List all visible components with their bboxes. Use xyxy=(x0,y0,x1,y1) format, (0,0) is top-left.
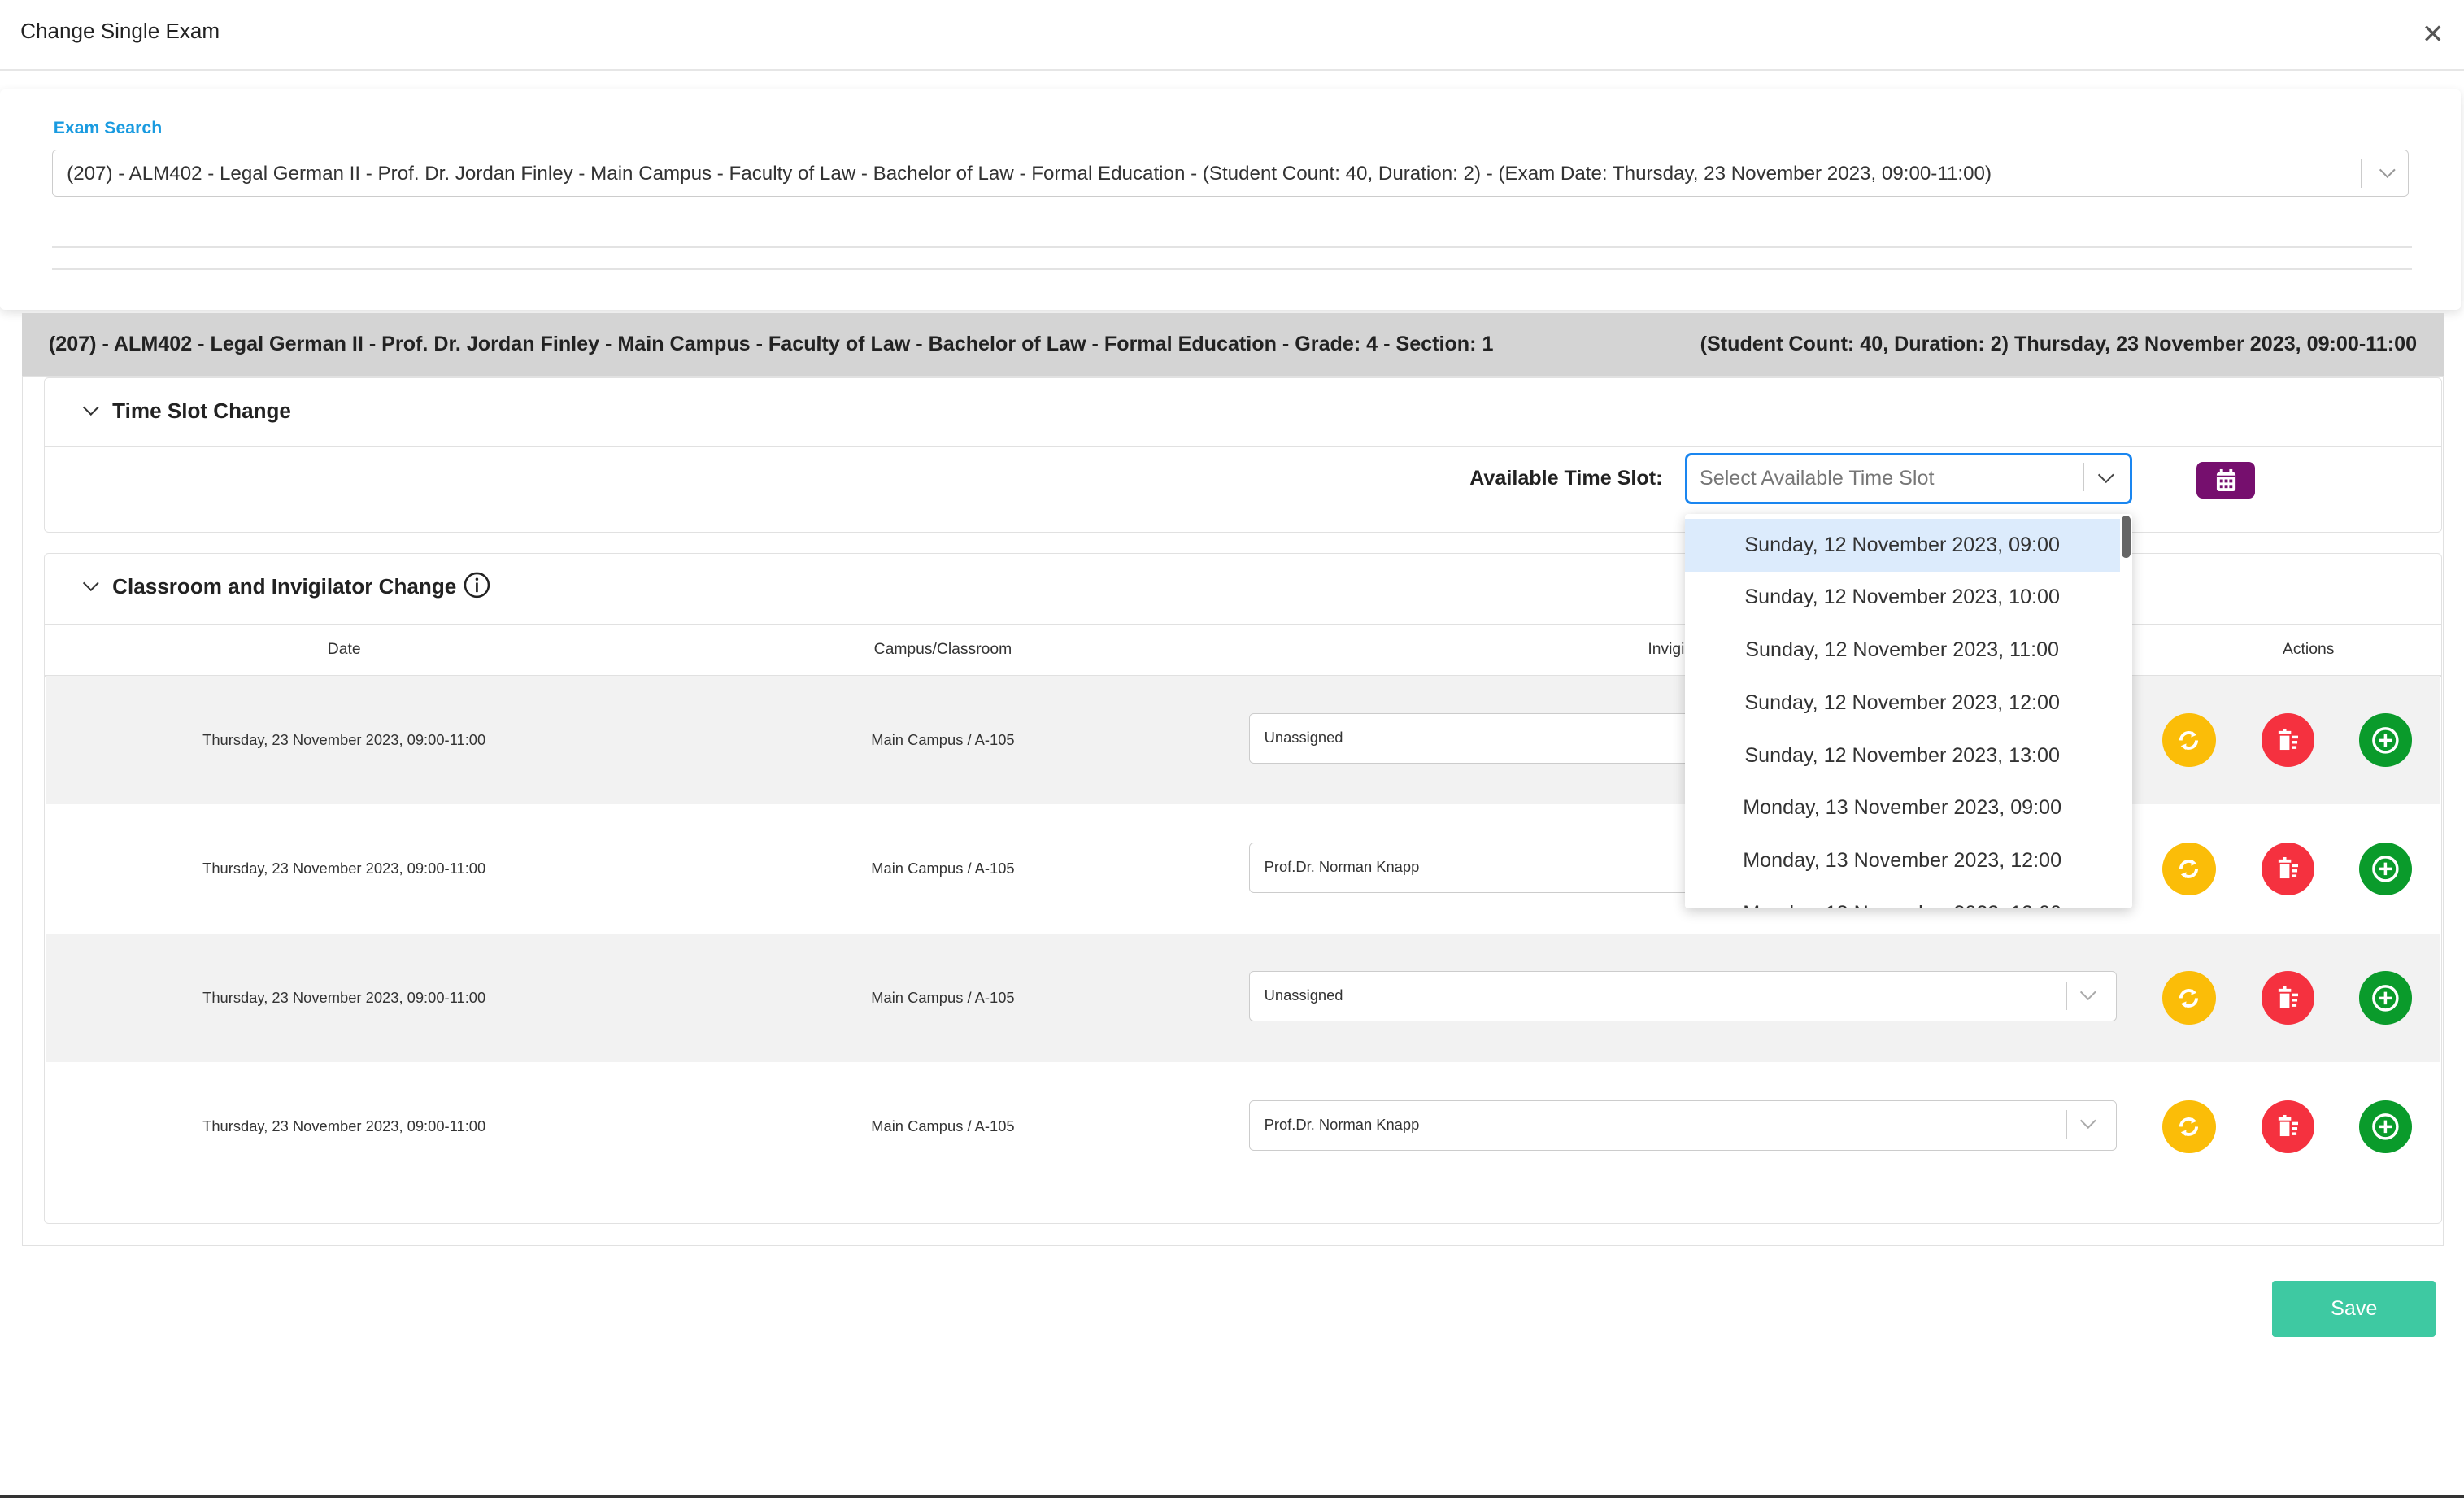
add-icon xyxy=(2372,1113,2399,1140)
swap-button[interactable] xyxy=(2161,1100,2216,1154)
swap-icon xyxy=(2179,988,2199,1008)
invigilator-select[interactable]: Prof.Dr. Norman Knapp xyxy=(1249,1100,2117,1151)
chevron-down-icon xyxy=(83,398,99,416)
add-button[interactable] xyxy=(2358,1100,2413,1154)
classroom-title: Classroom and Invigilator Change xyxy=(112,574,457,599)
classroom-header[interactable]: Classroom and Invigilator Change xyxy=(45,554,2441,625)
time-slot-placeholder: Select Available Time Slot xyxy=(1699,466,1935,490)
row-date: Thursday, 23 November 2023, 09:00-11:00 xyxy=(202,860,486,877)
column-header-actions: Actions xyxy=(2283,641,2335,659)
add-button[interactable] xyxy=(2358,713,2413,767)
delete-icon xyxy=(2278,857,2299,879)
calendar-icon xyxy=(2216,468,2235,491)
info-icon[interactable] xyxy=(464,572,490,599)
select-separator xyxy=(2083,463,2085,491)
row-campus: Main Campus / A-105 xyxy=(871,988,1015,1006)
delete-icon xyxy=(2278,1115,2299,1137)
dropdown-scrollbar[interactable] xyxy=(2121,515,2131,558)
invigilator-select[interactable]: Unassigned xyxy=(1249,971,2117,1022)
divider xyxy=(51,246,2413,249)
exam-search-select[interactable]: (207) - ALM402 - Legal German II - Prof.… xyxy=(51,149,2410,197)
delete-button[interactable] xyxy=(2261,842,2315,896)
save-button[interactable]: Save xyxy=(2272,1280,2436,1338)
time-slot-option[interactable]: Sunday, 12 November 2023, 13:00 xyxy=(1744,743,2060,767)
swap-icon xyxy=(2179,730,2199,750)
exam-header-schedule: (Student Count: 40, Duration: 2) Thursda… xyxy=(1700,332,2418,355)
chevron-down-icon xyxy=(2080,1113,2096,1129)
delete-button[interactable] xyxy=(2261,971,2315,1025)
swap-button[interactable] xyxy=(2161,971,2216,1025)
divider xyxy=(0,69,2464,71)
invigilator-value: Prof.Dr. Norman Knapp xyxy=(1264,1115,1420,1133)
exam-header-info: (207) - ALM402 - Legal German II - Prof.… xyxy=(48,332,1494,355)
close-icon[interactable]: ✕ xyxy=(2421,19,2444,50)
row-campus: Main Campus / A-105 xyxy=(871,1117,1015,1135)
row-campus: Main Campus / A-105 xyxy=(871,860,1015,877)
add-icon xyxy=(2372,856,2399,882)
swap-button[interactable] xyxy=(2161,713,2216,767)
window-border xyxy=(0,1494,2464,1498)
time-slot-select[interactable]: Select Available Time Slot xyxy=(1684,452,2133,505)
exam-search-value: (207) - ALM402 - Legal German II - Prof.… xyxy=(67,162,1992,185)
delete-button[interactable] xyxy=(2261,713,2315,767)
delete-icon xyxy=(2278,986,2299,1008)
row-date: Thursday, 23 November 2023, 09:00-11:00 xyxy=(202,1117,486,1135)
row-date: Thursday, 23 November 2023, 09:00-11:00 xyxy=(202,988,486,1006)
exam-search-card xyxy=(0,89,2462,310)
column-header-date: Date xyxy=(327,641,361,659)
exam-search-label: Exam Search xyxy=(53,117,163,137)
exam-header: (207) - ALM402 - Legal German II - Prof.… xyxy=(22,312,2444,376)
add-icon xyxy=(2372,726,2399,754)
chevron-down-icon xyxy=(2379,162,2395,178)
add-icon xyxy=(2372,984,2399,1012)
time-slot-title: Time Slot Change xyxy=(112,398,291,423)
swap-icon xyxy=(2179,860,2199,879)
invigilator-value: Unassigned xyxy=(1264,729,1343,747)
invigilator-value: Unassigned xyxy=(1264,986,1343,1004)
time-slot-option[interactable]: Monday, 13 November 2023, 13:00 xyxy=(1685,887,2120,908)
time-slot-option[interactable]: Sunday, 12 November 2023, 11:00 xyxy=(1745,638,2060,662)
time-slot-option[interactable]: Monday, 13 November 2023, 09:00 xyxy=(1743,796,2062,820)
add-button[interactable] xyxy=(2358,971,2413,1025)
available-time-slot-label: Available Time Slot: xyxy=(1469,466,1663,490)
delete-button[interactable] xyxy=(2261,1100,2315,1154)
time-slot-header[interactable]: Time Slot Change xyxy=(45,378,2441,447)
calendar-button[interactable] xyxy=(2196,462,2255,499)
row-campus: Main Campus / A-105 xyxy=(871,730,1015,748)
column-header-campus: Campus/Classroom xyxy=(873,641,1012,659)
table-row: Thursday, 23 November 2023, 09:00-11:00 M… xyxy=(46,933,2440,1063)
select-separator xyxy=(2361,159,2363,188)
time-slot-option[interactable]: Sunday, 12 November 2023, 10:00 xyxy=(1744,586,2060,609)
swap-button[interactable] xyxy=(2161,842,2216,896)
add-button[interactable] xyxy=(2358,842,2413,896)
swap-icon xyxy=(2179,1117,2199,1137)
dialog-title: Change Single Exam xyxy=(20,19,220,44)
chevron-down-icon xyxy=(2080,983,2096,1000)
select-separator xyxy=(2066,981,2068,1010)
chevron-down-icon xyxy=(83,575,99,591)
table-row: Thursday, 23 November 2023, 09:00-11:00 M… xyxy=(46,1062,2440,1191)
time-slot-dropdown: Monday, 13 November 2023, 13:00 Monday, 1… xyxy=(1684,513,2133,908)
time-slot-option[interactable]: Monday, 13 November 2023, 12:00 xyxy=(1743,849,2062,873)
select-separator xyxy=(2066,1110,2068,1139)
delete-icon xyxy=(2278,728,2299,750)
divider xyxy=(51,268,2413,271)
invigilator-value: Prof.Dr. Norman Knapp xyxy=(1264,857,1420,875)
chevron-down-icon xyxy=(2097,467,2114,483)
time-slot-option[interactable]: Sunday, 12 November 2023, 09:00 xyxy=(1684,518,2120,573)
exam-panel xyxy=(22,375,2444,1247)
time-slot-option[interactable]: Sunday, 12 November 2023, 12:00 xyxy=(1744,690,2060,714)
row-date: Thursday, 23 November 2023, 09:00-11:00 xyxy=(202,730,486,748)
